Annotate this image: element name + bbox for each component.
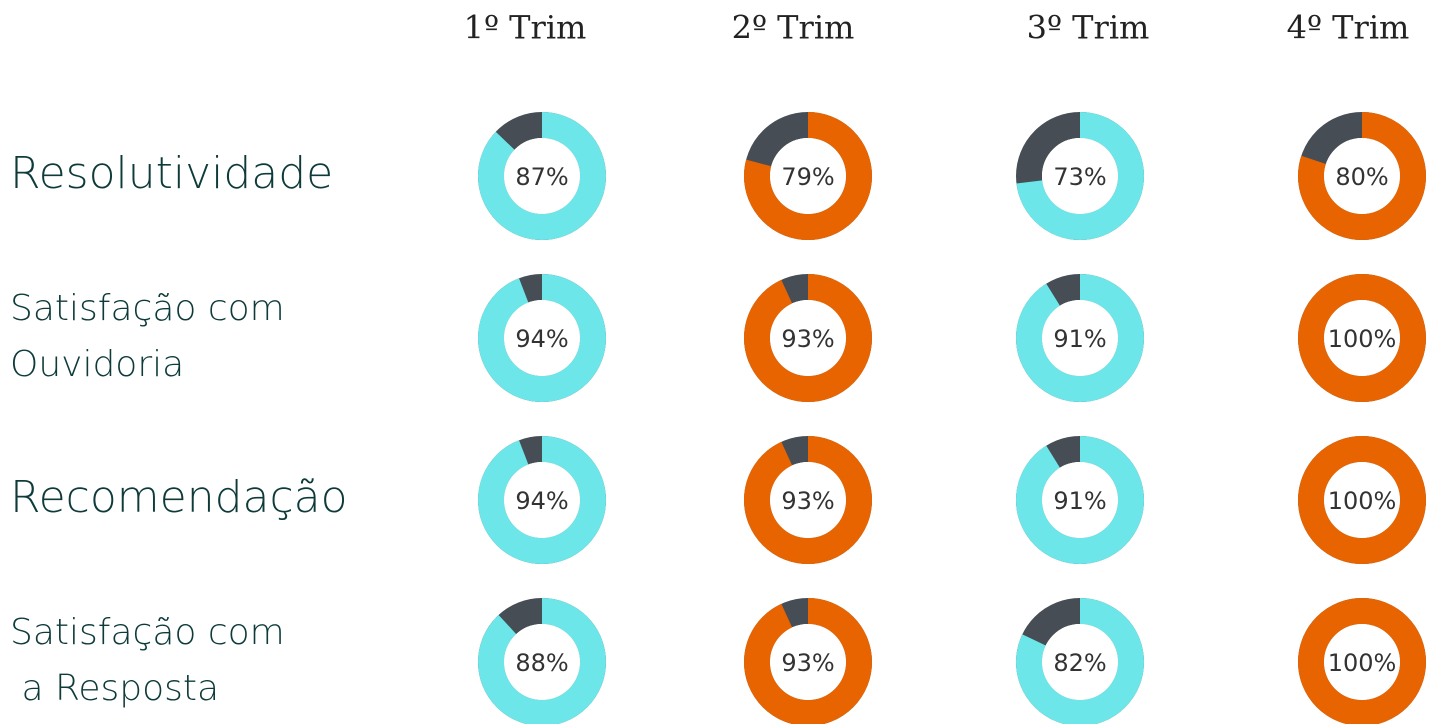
donut-hole xyxy=(1042,462,1118,538)
donut-arc xyxy=(744,598,872,724)
donut-arc xyxy=(1016,436,1144,564)
donut-arc xyxy=(1298,112,1426,240)
donut-hole xyxy=(1324,138,1400,214)
value-label: 91% xyxy=(1053,325,1106,353)
value-label: 80% xyxy=(1335,163,1388,191)
donut-arc xyxy=(744,112,872,240)
donut-arc xyxy=(478,112,606,240)
donut-arc xyxy=(1016,598,1144,724)
donut-arc xyxy=(1298,436,1426,564)
donut-hole xyxy=(504,624,580,700)
donut-arc xyxy=(1298,598,1426,724)
donut-hole xyxy=(770,624,846,700)
donut-hole xyxy=(770,300,846,376)
value-label: 93% xyxy=(781,325,834,353)
donut-arc xyxy=(478,436,606,564)
donut-hole xyxy=(1042,300,1118,376)
column-header: 1º Trim xyxy=(464,9,587,47)
column-header: 2º Trim xyxy=(732,9,855,47)
donut-arc xyxy=(478,598,606,724)
donut-hole xyxy=(1324,300,1400,376)
column-header: 3º Trim xyxy=(1027,9,1150,47)
value-label: 79% xyxy=(781,163,834,191)
donut-arc xyxy=(744,436,872,564)
donut-hole xyxy=(770,462,846,538)
value-label: 100% xyxy=(1328,649,1397,677)
row-label: Satisfação com xyxy=(10,288,285,329)
value-label: 87% xyxy=(515,163,568,191)
donut-arc xyxy=(1298,274,1426,402)
value-label: 94% xyxy=(515,487,568,515)
donut-arc xyxy=(744,274,872,402)
row-label: Satisfação com xyxy=(10,612,285,653)
donut-hole xyxy=(770,138,846,214)
value-label: 73% xyxy=(1053,163,1106,191)
value-label: 93% xyxy=(781,487,834,515)
donut-hole xyxy=(1324,462,1400,538)
row-label: Ouvidoria xyxy=(10,344,184,385)
value-label: 93% xyxy=(781,649,834,677)
value-label: 91% xyxy=(1053,487,1106,515)
donut-hole xyxy=(504,138,580,214)
row-label: Recomendação xyxy=(10,472,348,523)
row-label: Resolutividade xyxy=(10,148,333,199)
donut-hole xyxy=(504,462,580,538)
donut-hole xyxy=(1042,624,1118,700)
donut-arc xyxy=(1016,112,1144,240)
donut-hole xyxy=(504,300,580,376)
row-label: a Resposta xyxy=(10,668,219,709)
value-label: 88% xyxy=(515,649,568,677)
donut-arc xyxy=(478,274,606,402)
donut-hole xyxy=(1042,138,1118,214)
value-label: 100% xyxy=(1328,325,1397,353)
donut-arc xyxy=(1016,274,1144,402)
value-label: 94% xyxy=(515,325,568,353)
donut-hole xyxy=(1324,624,1400,700)
value-label: 82% xyxy=(1053,649,1106,677)
column-header: 4º Trim xyxy=(1287,9,1410,47)
value-label: 100% xyxy=(1328,487,1397,515)
